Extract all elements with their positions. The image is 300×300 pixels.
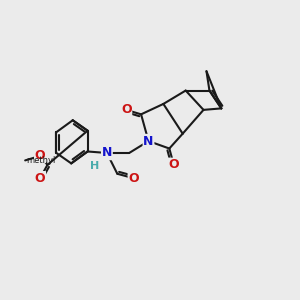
Text: H: H: [90, 161, 99, 171]
Text: N: N: [102, 146, 112, 160]
Text: O: O: [35, 172, 45, 185]
Text: O: O: [35, 149, 45, 162]
Text: O: O: [128, 172, 139, 185]
Text: O: O: [121, 103, 131, 116]
Text: O: O: [169, 158, 179, 171]
Text: N: N: [143, 135, 154, 148]
Text: methyl: methyl: [27, 156, 56, 165]
